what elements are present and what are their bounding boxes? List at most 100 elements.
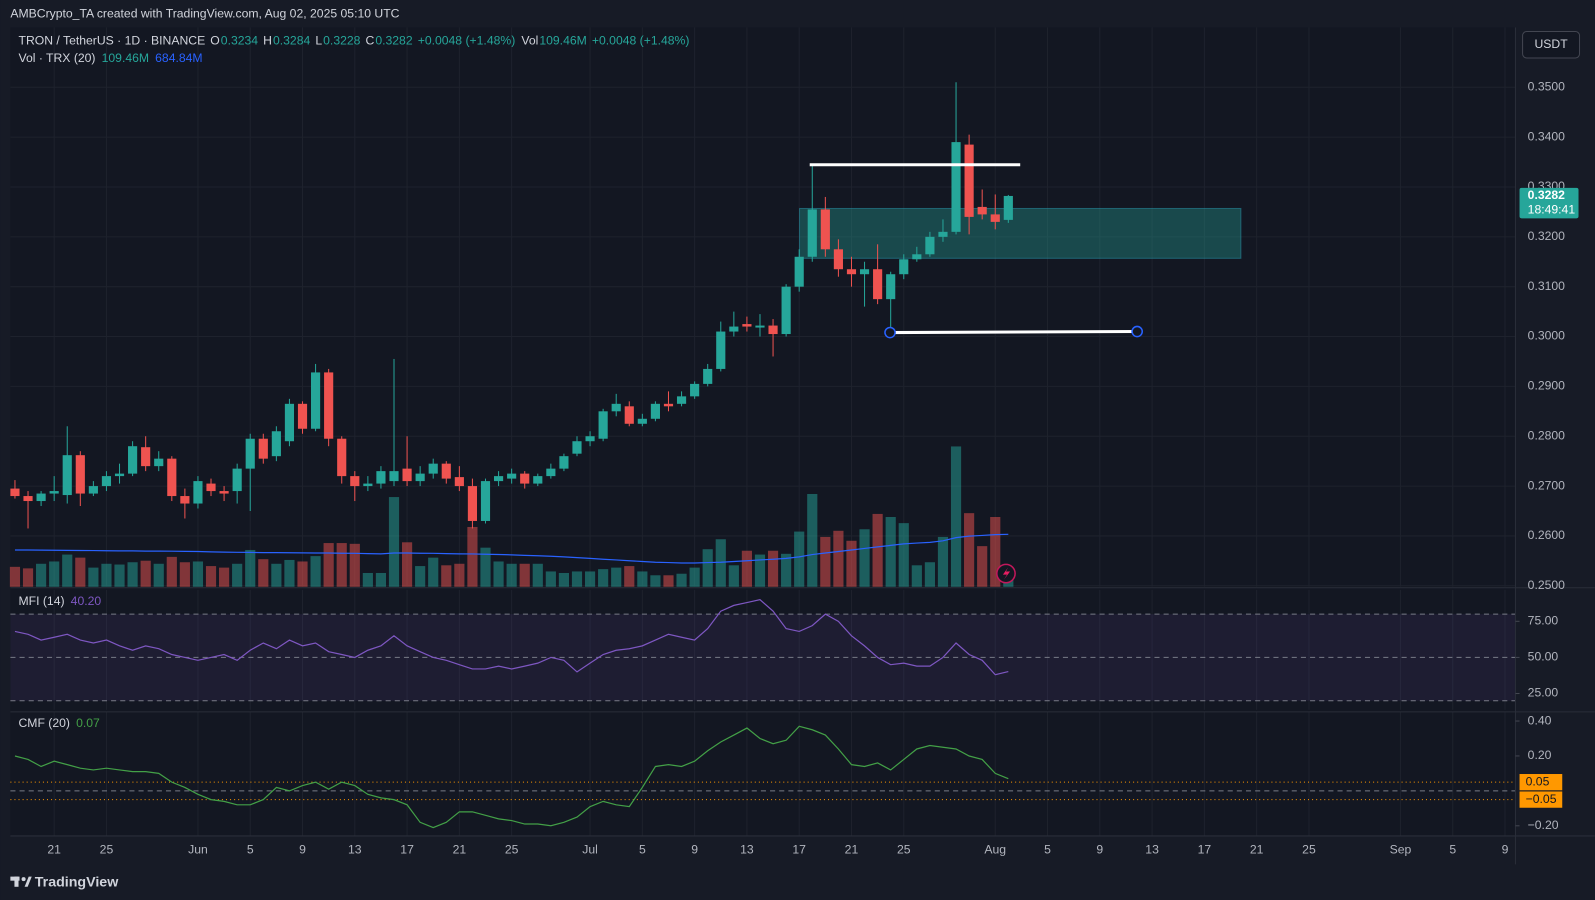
candle-body <box>846 269 857 275</box>
x-tick-label: 9 <box>691 842 698 856</box>
price-tag-value: 0.3282 <box>1528 188 1565 202</box>
candle-body <box>520 473 530 484</box>
candle-body <box>258 438 268 459</box>
candle-body <box>402 468 412 482</box>
volume-bar <box>689 567 700 587</box>
volume-bar <box>885 516 896 587</box>
y-tick-label: 0.20 <box>1528 748 1552 762</box>
grid <box>10 27 1516 836</box>
y-tick-label: 0.2700 <box>1528 478 1565 492</box>
legend: TRON / TetherUS · 1D · BINANCE O0.3234 H0.… <box>19 34 690 48</box>
volume-bar <box>807 493 818 587</box>
candle-body <box>899 259 909 275</box>
candle-body <box>232 468 242 492</box>
candle-body <box>297 403 308 429</box>
volume-bar <box>415 566 426 587</box>
volume-bar <box>375 572 387 587</box>
candle-body <box>49 491 59 494</box>
candle-body <box>676 396 687 404</box>
x-tick-label: 5 <box>639 842 646 856</box>
volume-bar <box>114 564 125 587</box>
countdown: 18:49:41 <box>1528 202 1576 216</box>
volume-bar <box>767 550 779 587</box>
volume-bar <box>650 575 661 587</box>
candle-body <box>154 458 164 467</box>
legend-key: O <box>210 34 219 48</box>
candle-body <box>873 269 883 300</box>
y-tick-label: 0.3500 <box>1528 79 1565 93</box>
candle-body <box>912 254 922 260</box>
volume-bar <box>663 575 674 587</box>
volume-bar <box>545 571 556 587</box>
x-tick-label: 9 <box>299 842 306 856</box>
volume-bar <box>179 562 190 587</box>
brand-logo <box>10 876 32 887</box>
legend-change: +0.0048 (+1.48%) <box>592 34 690 48</box>
candle-body <box>925 236 935 255</box>
candle-body <box>742 324 752 327</box>
legend-value: 0.3228 <box>323 34 360 48</box>
y-tick-label: 25.00 <box>1528 686 1559 700</box>
candle-body <box>637 418 647 424</box>
candle-body <box>951 142 961 232</box>
symbol: TRON / TetherUS · 1D · BINANCE <box>19 34 206 48</box>
candle-body <box>180 496 190 504</box>
currency-button[interactable] <box>1522 31 1581 59</box>
indicator-line <box>14 599 1009 676</box>
candle-body <box>206 483 216 492</box>
x-tick-label: Jul <box>582 842 598 856</box>
x-tick-label: 9 <box>1502 842 1509 856</box>
support-drawing <box>890 330 1138 335</box>
volume-legend: Vol · TRX (20) 109.46M 684.84M <box>19 51 203 65</box>
volume-bar <box>166 556 177 587</box>
volume-bar <box>480 547 491 587</box>
x-tick-label: Sep <box>1390 842 1412 856</box>
candle-body <box>768 325 778 335</box>
volume-bar <box>676 573 687 587</box>
drawing-handle <box>1131 325 1144 338</box>
currency-label[interactable]: USDT <box>1534 37 1568 51</box>
zone-drawing <box>799 207 1242 259</box>
volume-bar <box>637 571 648 587</box>
x-tick-label: 17 <box>1198 842 1212 856</box>
volume-bar <box>859 529 870 587</box>
x-tick-label: 25 <box>1302 842 1316 856</box>
volume-bar <box>127 562 138 587</box>
volume-bar <box>49 561 60 587</box>
y-tick-label: 0.2900 <box>1528 379 1565 393</box>
volume-bar <box>258 559 269 587</box>
volume-bar <box>924 562 935 587</box>
volume-bar <box>297 561 308 587</box>
indicator-readout: 40.20 <box>71 594 102 608</box>
volume-bar <box>702 549 713 587</box>
x-tick-label: 21 <box>1250 842 1264 856</box>
volume-bar <box>205 566 217 587</box>
x-tick-label: 21 <box>453 842 467 856</box>
volume-bar <box>519 563 530 587</box>
x-tick-label: 21 <box>47 842 61 856</box>
volume-bar <box>284 559 295 587</box>
brand: TradingView <box>35 874 119 890</box>
candle-body <box>690 383 700 397</box>
candle-body <box>598 411 608 439</box>
candle-body <box>859 269 870 275</box>
candle-body <box>245 438 255 469</box>
candle-body <box>167 458 177 497</box>
candle-body <box>389 471 399 482</box>
candle-body <box>141 447 151 467</box>
volume-bar <box>754 554 766 587</box>
candle-body <box>467 486 478 521</box>
candle-body <box>271 431 281 457</box>
x-tick-label: 21 <box>845 842 859 856</box>
candle-body <box>1003 195 1013 220</box>
indicator-legend: CMF (20) 0.07 <box>19 716 101 730</box>
volume-bar <box>362 572 373 587</box>
x-tick-label: 5 <box>1044 842 1051 856</box>
y-tick-label: 75.00 <box>1528 614 1559 628</box>
y-tick-label: 50.00 <box>1528 650 1559 664</box>
candle-body <box>611 403 621 412</box>
x-tick-label: Aug <box>984 842 1006 856</box>
candle-body <box>88 486 98 494</box>
volume-bar <box>9 566 21 587</box>
